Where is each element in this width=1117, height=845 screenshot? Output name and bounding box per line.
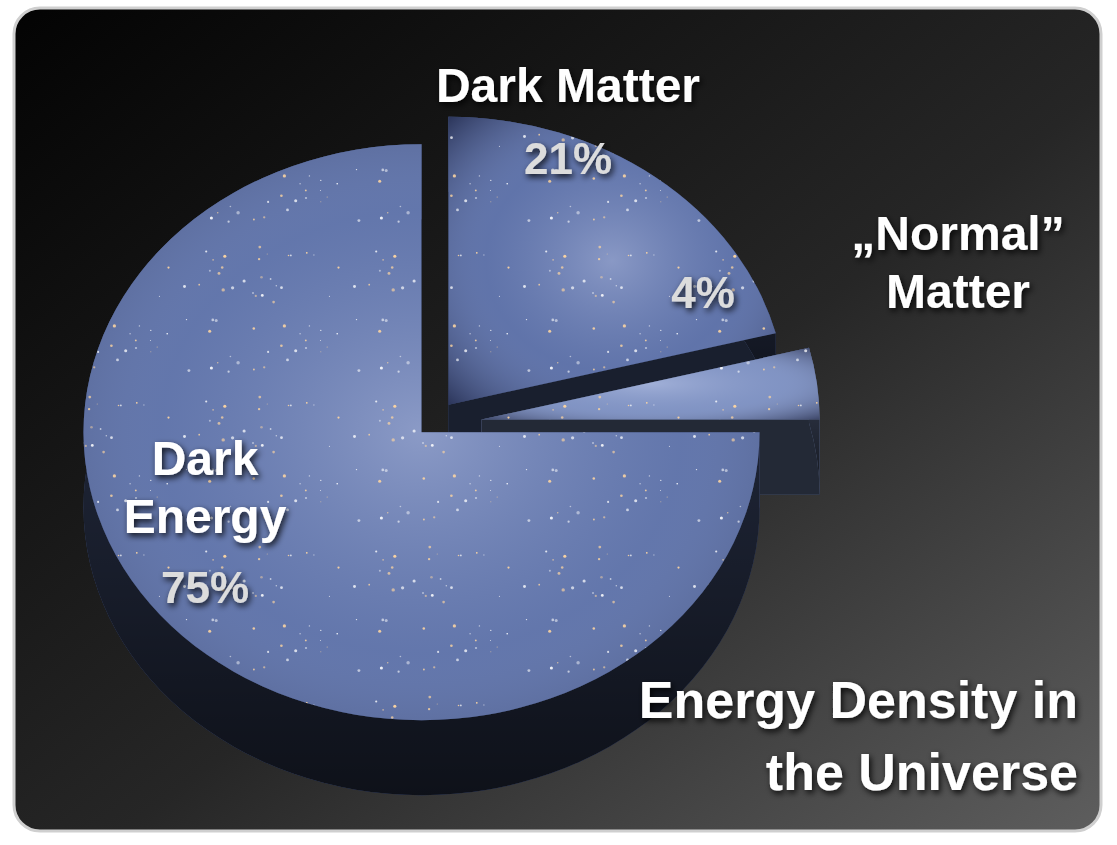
value-label: 4% <box>671 268 735 317</box>
slice-glow <box>84 144 760 720</box>
chart-title-line: the Universe <box>766 743 1078 801</box>
slice-top <box>84 144 760 720</box>
value-label-line: 4% <box>671 268 735 317</box>
slice-side <box>448 117 775 408</box>
slice-label-line: „Normal” <box>851 207 1064 260</box>
slice-label: „Normal”Matter <box>851 207 1064 318</box>
slice-label-line: Dark <box>152 432 259 485</box>
slice-label-line: Dark Matter <box>436 59 700 112</box>
slice-glow <box>448 117 775 405</box>
chart-title: Energy Density in the Universe <box>639 671 1078 801</box>
slice-top <box>448 117 775 405</box>
chart-root: Dark Matter21%„Normal”Matter4%DarkEnergy… <box>0 0 1117 845</box>
slice-label-line: Energy <box>124 490 287 543</box>
value-label-line: 21% <box>524 134 612 183</box>
chart-title-line: Energy Density in <box>639 671 1078 729</box>
slice-label-line: Matter <box>886 265 1030 318</box>
slice-stars <box>482 348 820 420</box>
slice-top <box>482 348 820 420</box>
value-label: 21% <box>524 134 612 183</box>
chart-svg: Dark Matter21%„Normal”Matter4%DarkEnergy… <box>0 0 1117 845</box>
panel <box>14 8 1101 831</box>
value-label-line: 75% <box>161 563 249 612</box>
slice-side-shade <box>448 117 775 408</box>
slice-glow <box>482 348 820 420</box>
slice-label: DarkEnergy <box>124 432 287 543</box>
slice-stars <box>448 117 775 405</box>
value-label: 75% <box>161 563 249 612</box>
slice-label: Dark Matter <box>436 59 700 112</box>
slice-stars <box>84 144 760 720</box>
